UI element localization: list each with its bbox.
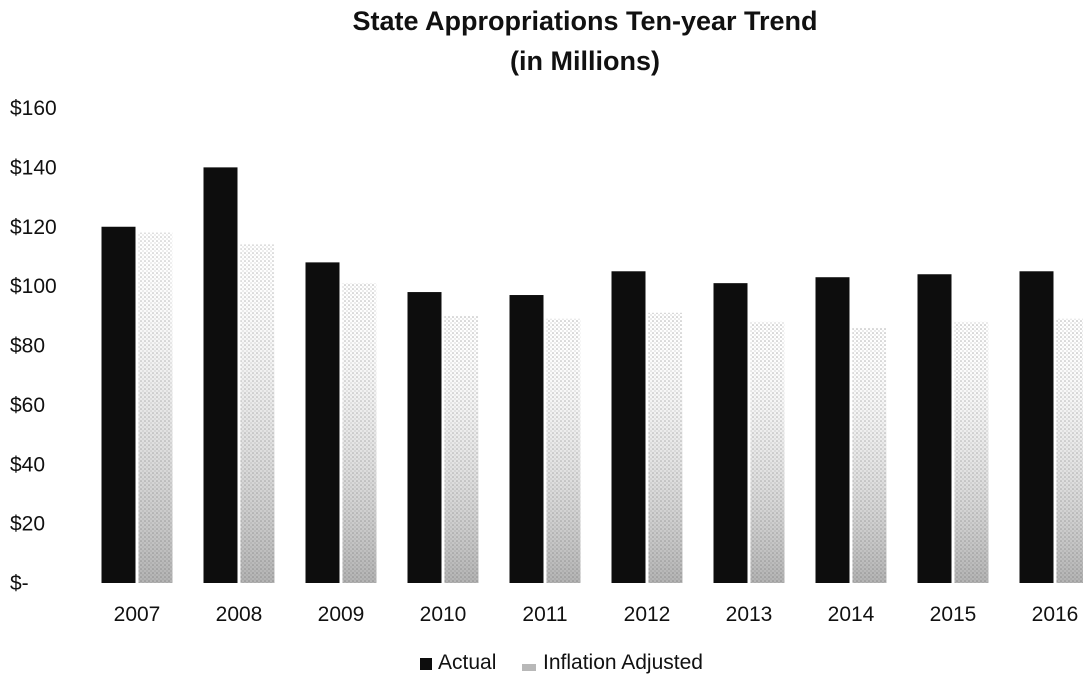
- bars: [101, 167, 1083, 583]
- bar-inflation-adjusted: [240, 244, 275, 583]
- bar-inflation-adjusted: [648, 312, 683, 583]
- chart-title: State Appropriations Ten-year Trend: [352, 6, 817, 36]
- y-tick-label: $40: [10, 453, 45, 476]
- bar-actual: [101, 226, 136, 583]
- bar-inflation-adjusted: [954, 321, 989, 583]
- x-tick-label: 2010: [420, 603, 467, 626]
- y-tick-label: $60: [10, 394, 45, 417]
- bar-inflation-adjusted: [138, 232, 173, 583]
- bar-inflation-adjusted: [1056, 318, 1083, 583]
- x-tick-label: 2014: [828, 603, 875, 626]
- legend-swatch-inflation-adjusted: [522, 664, 536, 671]
- bar-actual: [407, 292, 442, 583]
- chart-subtitle: (in Millions): [510, 46, 660, 76]
- x-tick-label: 2012: [624, 603, 671, 626]
- y-tick-label: $80: [10, 335, 45, 358]
- bar-inflation-adjusted: [750, 321, 785, 583]
- legend-label-actual: Actual: [438, 651, 496, 674]
- y-tick-label: $160: [10, 97, 57, 120]
- y-tick-label: $100: [10, 275, 57, 298]
- y-tick-label: $20: [10, 513, 45, 536]
- y-tick-label: $120: [10, 216, 57, 239]
- x-tick-label: 2016: [1032, 603, 1079, 626]
- x-tick-label: 2011: [522, 603, 567, 626]
- x-axis: 2007 2008 2009 2010 2011 2012 2013 2014 2015 2016: [114, 603, 1079, 626]
- bar-actual: [917, 274, 952, 583]
- bar-actual: [509, 295, 544, 583]
- y-axis: $- $20 $40 $60 $80 $100 $120 $140 $160: [10, 97, 57, 595]
- legend-swatch-actual: [420, 658, 432, 670]
- legend-label-inflation-adjusted: Inflation Adjusted: [543, 651, 703, 674]
- bar-actual: [713, 283, 748, 583]
- x-tick-label: 2007: [114, 603, 161, 626]
- bar-actual: [305, 262, 340, 583]
- bar-inflation-adjusted: [852, 327, 887, 583]
- x-tick-label: 2013: [726, 603, 773, 626]
- bar-inflation-adjusted: [444, 315, 479, 583]
- bar-inflation-adjusted: [546, 318, 581, 583]
- bar-actual: [815, 277, 850, 583]
- legend: Actual Inflation Adjusted: [420, 651, 703, 674]
- bar-actual: [1019, 271, 1054, 583]
- x-tick-label: 2008: [216, 603, 263, 626]
- x-tick-label: 2009: [318, 603, 365, 626]
- y-tick-label: $140: [10, 156, 57, 179]
- x-tick-label: 2015: [930, 603, 977, 626]
- y-tick-label: $-: [10, 572, 29, 595]
- bar-actual: [611, 271, 646, 583]
- bar-actual: [203, 167, 238, 583]
- bar-inflation-adjusted: [342, 283, 377, 583]
